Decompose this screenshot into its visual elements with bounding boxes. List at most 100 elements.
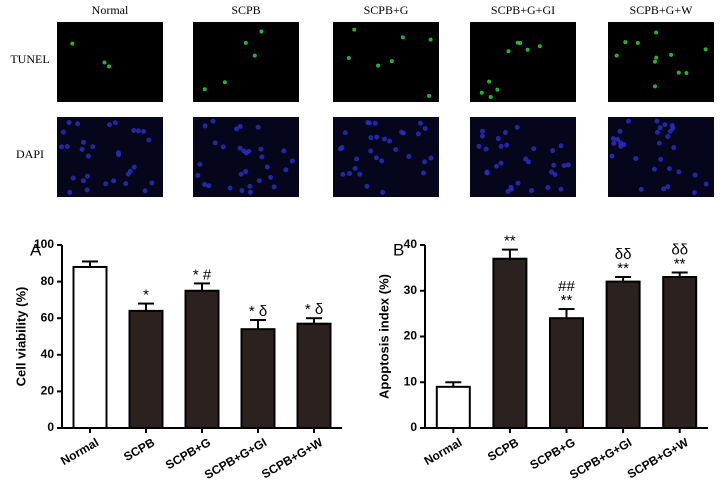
cell-dot (247, 189, 253, 195)
cell-dot (106, 122, 112, 128)
x-tick-label: Normal (58, 435, 101, 468)
cell-dot (81, 178, 87, 184)
significance-mark: ** (617, 260, 629, 277)
cell-dot (107, 64, 112, 69)
cell-dot (494, 163, 500, 169)
cell-dot (135, 128, 141, 134)
panel-label: B (393, 240, 404, 259)
cell-dot (131, 127, 137, 133)
cell-dot (415, 131, 421, 137)
x-tick-label: SCPB+G (163, 435, 213, 472)
cell-dot (373, 155, 379, 161)
cell-dot (387, 138, 393, 144)
cell-dot (66, 120, 72, 126)
x-tick-label: SCPB (121, 435, 157, 464)
cell-dot (525, 47, 530, 52)
cell-dot (703, 181, 709, 187)
cell-dot (529, 187, 535, 193)
y-tick-label: 10 (404, 374, 418, 388)
y-tick-label: 60 (41, 310, 55, 324)
cell-dot (552, 172, 558, 178)
micrograph (333, 117, 439, 197)
cell-dot (548, 169, 554, 175)
cell-dot (550, 148, 556, 154)
cell-dot (427, 93, 432, 98)
cell-dot (515, 180, 521, 186)
cell-dot (480, 128, 486, 134)
cell-dot (75, 121, 81, 127)
cell-dot (669, 52, 674, 57)
cell-dot (514, 124, 520, 130)
cell-dot (70, 175, 76, 181)
cell-dot (64, 144, 70, 150)
bar (72, 265, 108, 429)
cell-dot (666, 166, 672, 172)
cell-dot (658, 156, 664, 162)
cell-dot (393, 146, 399, 152)
cell-dot (400, 130, 406, 136)
cell-dot (243, 169, 249, 175)
cell-dot (141, 128, 147, 134)
cell-dot (545, 185, 551, 191)
row-label: TUNEL (10, 52, 49, 66)
cell-dot (116, 152, 122, 158)
cell-dot (671, 145, 677, 151)
cell-dot (372, 120, 378, 126)
micrograph (193, 22, 299, 102)
cell-dot (609, 153, 615, 159)
cell-dot (479, 90, 484, 95)
bar (128, 309, 164, 430)
cell-dot (102, 60, 107, 65)
y-tick-label: 20 (41, 384, 55, 398)
cell-dot (366, 120, 372, 126)
cell-dot (558, 143, 564, 149)
y-tick-label: 0 (410, 420, 417, 434)
cell-dot (111, 178, 117, 184)
cell-dot (368, 148, 374, 154)
x-tick-label: SCPB+G+W (625, 435, 691, 481)
cell-dot (498, 143, 504, 149)
cell-dot (374, 134, 380, 140)
cell-dot (487, 79, 492, 84)
cell-dot (635, 41, 640, 46)
bar (662, 276, 698, 429)
cell-dot (657, 125, 663, 131)
cell-dot (79, 146, 85, 152)
cell-dot (662, 122, 668, 128)
micrograph (57, 22, 163, 102)
cell-dot (264, 164, 270, 170)
bar (605, 280, 641, 429)
cell-dot (691, 190, 697, 196)
cell-dot (667, 128, 673, 134)
significance-mark: * # (193, 266, 212, 283)
cell-dot (352, 165, 358, 171)
cell-dot (488, 94, 493, 99)
cell-dot (379, 158, 385, 164)
cell-dot (653, 84, 658, 89)
row-label: DAPI (16, 147, 44, 161)
cell-dot (256, 178, 262, 184)
cell-dot (234, 126, 240, 132)
cell-dot (142, 188, 148, 194)
cell-dot (638, 186, 644, 192)
cell-dot (239, 188, 245, 194)
cell-dot (400, 35, 405, 40)
cell-dot (60, 129, 66, 135)
bar (549, 317, 584, 430)
cell-dot (340, 171, 346, 177)
cell-dot (146, 137, 152, 143)
cell-dot (625, 118, 631, 124)
cell-dot (103, 181, 109, 187)
cell-dot (123, 181, 129, 187)
cell-dot (422, 159, 428, 165)
x-tick-label: Normal (422, 435, 465, 468)
cell-dot (243, 40, 248, 45)
cell-dot (656, 140, 662, 146)
cell-dot (202, 181, 208, 187)
micrograph (470, 22, 576, 102)
cell-dot (654, 55, 659, 60)
micrograph (57, 117, 163, 197)
cell-dot (498, 160, 504, 166)
significance-mark: ** (504, 233, 516, 250)
